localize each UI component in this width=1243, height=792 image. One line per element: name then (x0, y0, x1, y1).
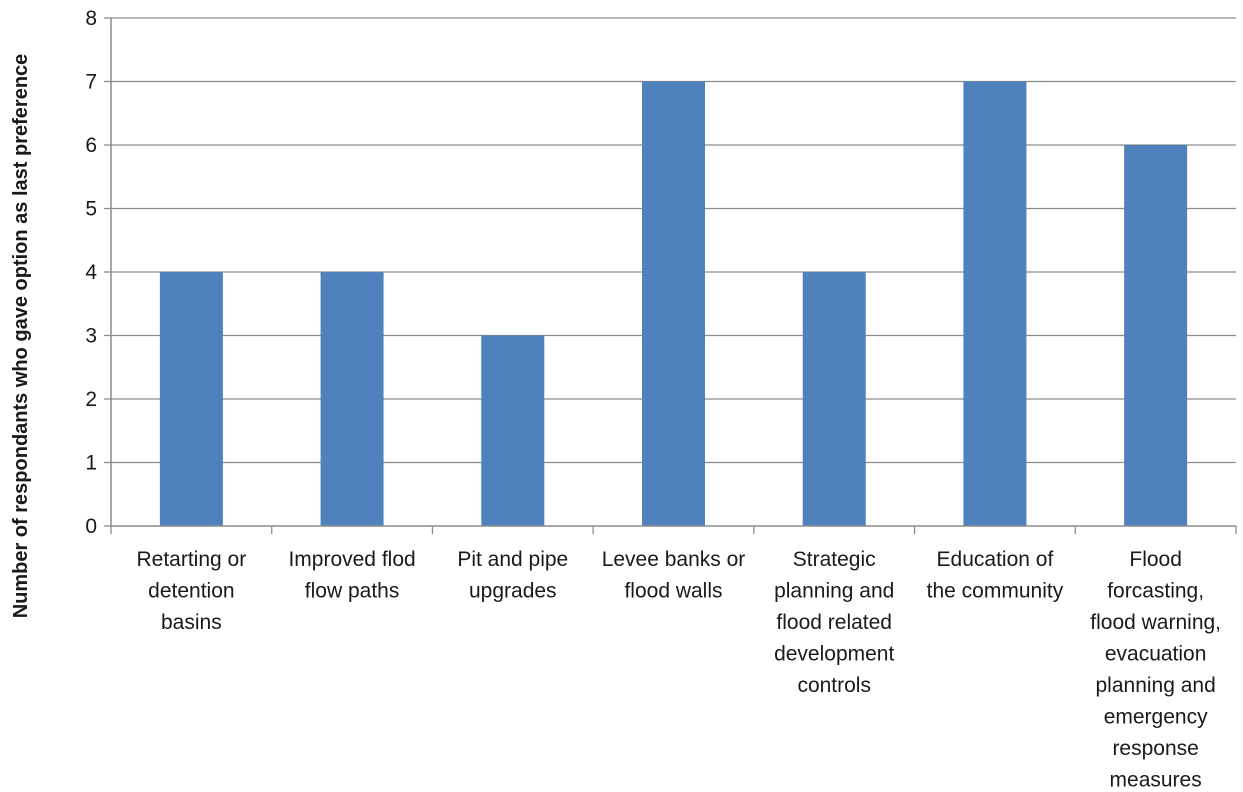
x-tick-label-line: Retarting or (136, 548, 246, 571)
y-tick-label: 7 (85, 71, 97, 94)
x-tick-label: Education of the community (927, 548, 1064, 603)
x-tick-label-line: Levee banks or (602, 548, 746, 571)
x-tick-label: Flood forcasting, flood warning, evacuation… (1090, 548, 1221, 792)
x-tick-label-line: upgrades (469, 580, 557, 603)
bar (320, 272, 384, 526)
y-tick-label: 0 (85, 515, 97, 538)
x-tick-label: Strategic planning and flood related develo… (774, 548, 894, 697)
x-tick-label-line: Education of (937, 548, 1054, 571)
x-tick-label-line: flood warning, (1090, 611, 1221, 634)
y-tick-labels: 0 1 2 3 4 5 6 7 8 (85, 7, 97, 538)
x-tick-labels: Retarting or detention basins Improved flod… (136, 548, 1221, 792)
x-tick-label-line: detention (148, 580, 234, 603)
x-tick-label-line: Improved flod (288, 548, 415, 571)
x-tick-label: Levee banks or flood walls (602, 548, 746, 603)
y-tick-label: 4 (85, 261, 97, 284)
x-tick-label-line: flood walls (624, 580, 722, 603)
x-tick-label-line: development (774, 643, 894, 666)
y-tick-label: 8 (85, 7, 97, 30)
bars (159, 81, 1188, 526)
y-axis-label: Number of respondants who gave option as… (10, 54, 32, 619)
x-tick-label-line: flood related (776, 611, 892, 634)
y-tick-label: 1 (85, 452, 97, 475)
x-tick-label-line: the community (927, 580, 1064, 603)
y-tick-label: 5 (85, 198, 97, 221)
x-tick-label: Pit and pipe upgrades (457, 548, 568, 603)
x-tick-label: Retarting or detention basins (136, 548, 246, 634)
bar (159, 272, 223, 526)
y-tick-label: 2 (85, 388, 97, 411)
x-tick-label: Improved flod flow paths (288, 548, 415, 603)
bar (963, 81, 1027, 526)
x-tick-label-line: forcasting, (1107, 580, 1204, 603)
bar (802, 272, 866, 526)
x-tick-label-line: flow paths (305, 580, 400, 603)
bar (481, 335, 545, 526)
y-tick-label: 6 (85, 134, 97, 157)
x-tick-label-line: planning and (1096, 674, 1216, 697)
x-tick-label-line: measures (1110, 769, 1202, 792)
x-tick-label-line: planning and (774, 580, 894, 603)
axes (104, 17, 1237, 534)
bar (1124, 145, 1188, 526)
x-tick-label-line: Pit and pipe (457, 548, 568, 571)
x-tick-label-line: controls (797, 674, 871, 697)
x-tick-label-line: Flood (1129, 548, 1182, 571)
x-tick-label-line: basins (161, 611, 222, 634)
x-tick-label-line: emergency (1104, 706, 1208, 729)
y-tick-label: 3 (85, 325, 97, 348)
x-tick-label-line: evacuation (1105, 643, 1207, 666)
x-tick-label-line: response (1112, 737, 1198, 760)
x-tick-label-line: Strategic (793, 548, 876, 571)
bar (642, 81, 705, 526)
